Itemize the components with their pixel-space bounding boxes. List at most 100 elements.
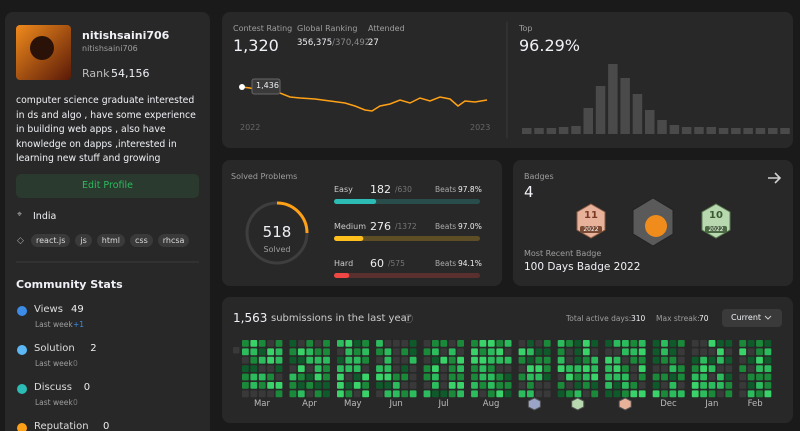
histogram-bar: [583, 108, 593, 134]
heat-cell: [457, 348, 464, 356]
heat-cell: [471, 382, 478, 389]
heat-cell: [622, 348, 629, 356]
heat-cell: [764, 373, 772, 381]
heat-cell: [401, 373, 409, 381]
heat-cell: [622, 382, 629, 389]
heat-cell: [677, 382, 685, 389]
total: /630: [395, 185, 412, 194]
heat-cell: [669, 390, 677, 398]
rating: 1,320: [233, 36, 279, 55]
heat-cell: [423, 365, 431, 372]
heat-cell: [504, 348, 512, 356]
location: India: [33, 211, 57, 222]
attended: 27: [368, 38, 379, 48]
heat-cell: [756, 356, 763, 364]
heat-cell: [440, 373, 448, 381]
username: nitishsaini706: [82, 44, 138, 53]
heat-cell: [267, 340, 274, 347]
edit-button-label[interactable]: Edit Profile: [82, 180, 133, 191]
heat-cell: [764, 382, 772, 389]
heat-cell: [739, 382, 747, 389]
heat-cell: [323, 390, 330, 398]
heat-cell: [337, 348, 344, 356]
heat-cell: [362, 382, 369, 389]
heat-cell: [401, 340, 409, 347]
location-icon: ⌖: [17, 210, 23, 220]
arrow[interactable]: [768, 172, 782, 184]
heat-cell: [323, 356, 330, 364]
heat-cell: [756, 373, 763, 381]
heat-cell: [409, 340, 417, 347]
heat-cell: [527, 390, 534, 398]
heat-cell: [535, 365, 543, 372]
heat-cell: [432, 340, 439, 347]
heat-cell: [297, 390, 305, 398]
heat-cell: [543, 348, 551, 356]
beats-label: Beats: [435, 222, 457, 231]
heat-cell: [275, 390, 283, 398]
heat-cell: [630, 390, 638, 398]
heat-cell: [432, 356, 439, 364]
heat-cell: [423, 348, 431, 356]
heat-cell: [591, 340, 599, 347]
heat-cell: [605, 390, 612, 398]
heat-cell: [289, 382, 297, 389]
histogram-bar: [681, 127, 692, 134]
dropdown[interactable]: [722, 309, 782, 327]
heat-cell: [739, 348, 747, 356]
heat-cell: [362, 365, 369, 372]
month-label: Jan: [705, 399, 719, 409]
heat-cell: [747, 348, 755, 356]
label: Total active days:: [566, 314, 632, 323]
last-week-change: 0: [73, 359, 78, 368]
heat-cell: [440, 348, 448, 356]
tag: html: [96, 234, 126, 247]
solved-count: 518: [262, 223, 292, 241]
dropdown-label[interactable]: Current: [731, 313, 762, 322]
heat-cell: [747, 382, 755, 389]
heat-cell: [591, 348, 599, 356]
tag: css: [130, 234, 153, 247]
left-panel: [5, 12, 210, 431]
label: Top: [519, 24, 533, 33]
heat-cell: [605, 340, 612, 347]
submission-count: 1,563: [233, 311, 268, 325]
heat-cell: [376, 390, 383, 398]
heat-cell: [250, 356, 258, 364]
stat-value: 0: [103, 421, 110, 431]
heat-cell: [747, 356, 755, 364]
stat-icon: [17, 384, 27, 394]
heat-cell: [376, 348, 383, 356]
heat-cell: [543, 365, 551, 372]
heat-cell: [739, 340, 747, 347]
heat-cell: [345, 365, 353, 372]
progress-bar: [334, 273, 350, 278]
month-badge: [571, 397, 585, 411]
edit-button[interactable]: [16, 174, 199, 198]
heat-cell: [479, 390, 487, 398]
stat-icon: [17, 306, 27, 316]
histogram-bar: [780, 128, 790, 134]
heat-cell: [574, 382, 582, 389]
heat-cell: [306, 356, 314, 364]
heat-cell: [574, 373, 582, 381]
heat-cell: [487, 390, 495, 398]
stat-value: 2: [90, 343, 97, 354]
heat-cell: [691, 348, 699, 356]
heat-cell: [448, 390, 456, 398]
last-week-label: Last week: [35, 398, 73, 407]
total: /1372: [395, 222, 417, 231]
heat-cell: [527, 373, 534, 381]
heat-cell: [613, 340, 621, 347]
heat-cell: [638, 365, 646, 372]
heat-cell: [717, 382, 724, 389]
heat-cell: [630, 382, 638, 389]
heat-cell: [747, 390, 755, 398]
heat-cell: [717, 356, 724, 364]
heat-cell: [700, 373, 707, 381]
heat-cell: [638, 390, 646, 398]
heat-cell: [661, 340, 668, 347]
heat-cell: [756, 390, 763, 398]
label: Most Recent Badge: [524, 249, 602, 258]
heat-cell: [376, 365, 383, 372]
